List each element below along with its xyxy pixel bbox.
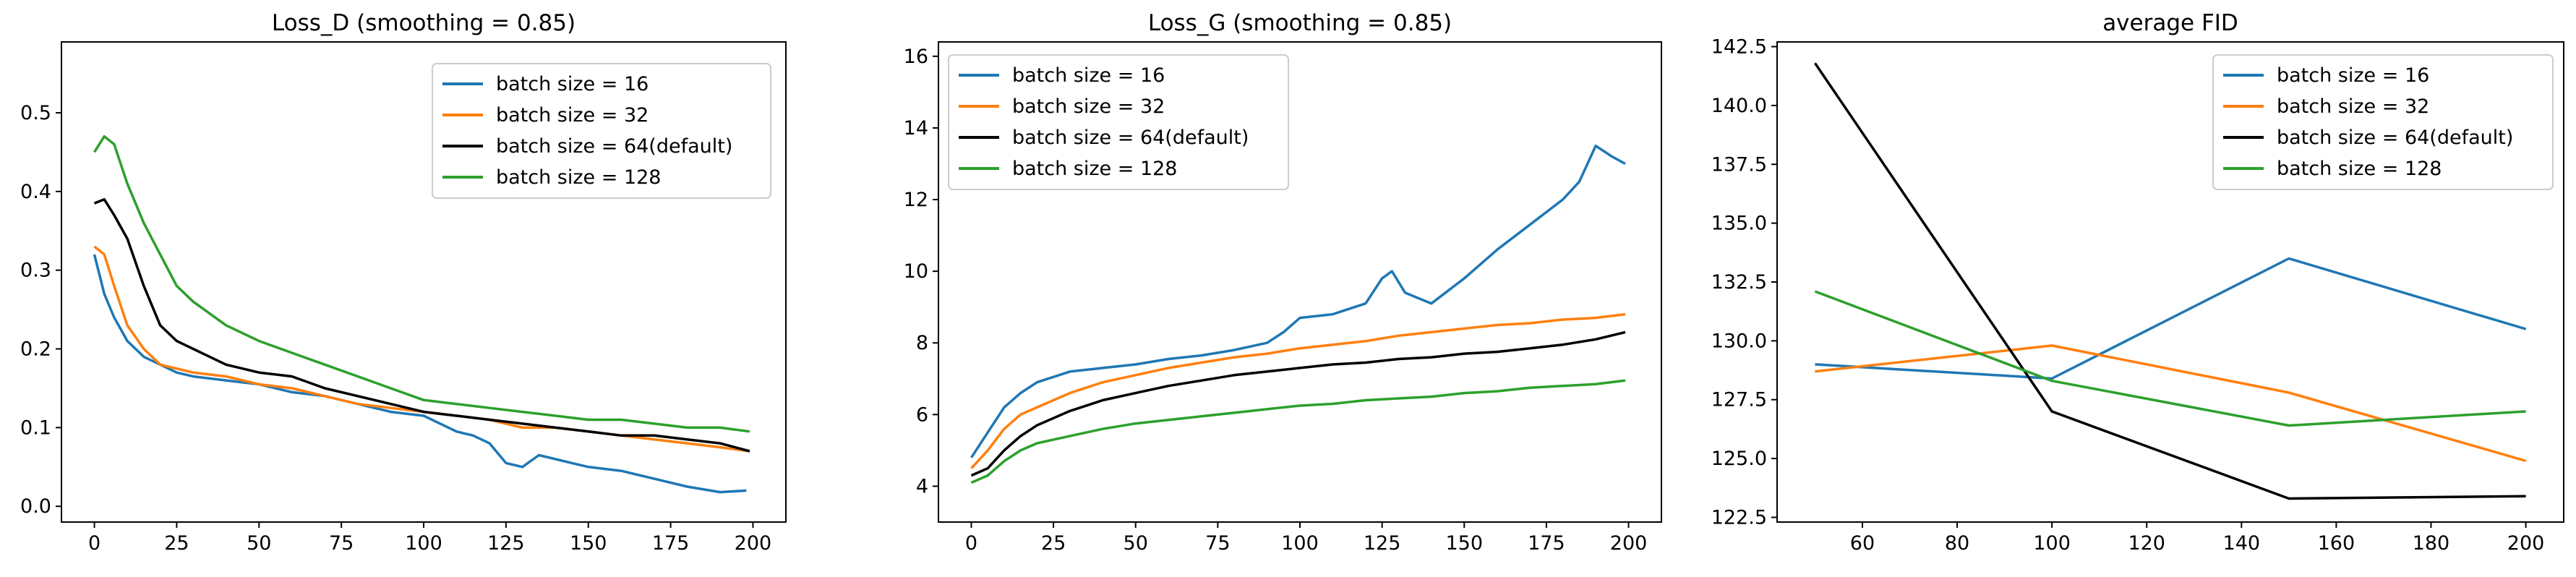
x-tick-label: 75 [329, 532, 354, 555]
legend: batch size = 16 batch size = 32 batch size… [948, 54, 1289, 190]
y-tick-label: 135.0 [1711, 213, 1767, 235]
y-tick-label: 4 [916, 475, 928, 497]
chart-2: Loss_G (smoothing = 0.85) 0 25 50 75 100 125 15… [904, 10, 1662, 555]
y-tick-label: 0.1 [20, 416, 51, 439]
series-line-bs64 [970, 330, 1626, 477]
y-tick-label: 0.3 [20, 260, 51, 282]
y-tick-label: 10 [904, 260, 928, 283]
legend-label: batch size = 128 [2277, 158, 2442, 180]
series-group [93, 134, 750, 494]
legend-label: batch size = 32 [1012, 95, 1165, 118]
legend-box [432, 63, 771, 199]
legend-label: batch size = 32 [2277, 95, 2429, 118]
y-tick-label: 132.5 [1711, 271, 1767, 294]
y-tick-label: 122.5 [1711, 506, 1767, 529]
x-tick-label: 50 [1124, 532, 1148, 555]
legend-label: batch size = 128 [1012, 158, 1178, 180]
y-tick-label: 8 [916, 332, 928, 354]
legend-label: batch size = 32 [496, 104, 649, 127]
legend-label: batch size = 16 [1012, 64, 1165, 87]
series-line-bs64 [93, 197, 750, 453]
chart-title: Loss_G (smoothing = 0.85) [1148, 10, 1452, 36]
x-tick-label: 100 [1281, 532, 1319, 555]
series-line-bs16 [970, 144, 1626, 458]
legend-label: batch size = 16 [496, 73, 649, 95]
y-tick-label: 0.2 [20, 338, 51, 361]
x-tick-label: 200 [2507, 532, 2545, 555]
y-tick-label: 137.5 [1711, 153, 1767, 176]
y-tick-label: 12 [904, 189, 928, 211]
y-tick-label: 127.5 [1711, 389, 1767, 411]
x-tick-label: 125 [487, 532, 525, 555]
series-line-bs32 [970, 312, 1626, 469]
x-tick-label: 175 [1528, 532, 1565, 555]
x-tick-label: 75 [1205, 532, 1230, 555]
series-group [970, 144, 1626, 484]
x-tick-label: 150 [1445, 532, 1483, 555]
chart-3: average FID 60 80 100 120 140 160 180 200 122.5 12… [1711, 10, 2564, 555]
legend-label: batch size = 128 [496, 166, 662, 189]
y-tick-label: 130.0 [1711, 330, 1767, 352]
y-tick-label: 125.0 [1711, 448, 1767, 470]
y-tick-label: 14 [904, 117, 928, 140]
x-tick-label: 200 [1610, 532, 1648, 555]
series-line-bs32 [1815, 344, 2527, 463]
y-tick-label: 6 [916, 403, 928, 426]
y-tick-label: 16 [904, 46, 928, 68]
x-tick-label: 60 [1850, 532, 1875, 555]
legend-label: batch size = 64(default) [496, 135, 732, 158]
y-tick-label: 0.5 [20, 102, 51, 124]
series-group [1813, 62, 2527, 500]
chart-title: Loss_D (smoothing = 0.85) [272, 10, 575, 36]
legend: batch size = 16 batch size = 32 batch size… [2212, 54, 2554, 190]
x-tick-label: 200 [735, 532, 772, 555]
series-line-bs64 [1813, 62, 2526, 500]
x-tick-label: 160 [2318, 532, 2355, 555]
x-tick-label: 180 [2413, 532, 2450, 555]
y-tick-label: 142.5 [1711, 36, 1767, 59]
series-line-bs128 [93, 134, 750, 433]
legend: batch size = 16 batch size = 32 batch size… [432, 63, 771, 199]
legend-box [2212, 54, 2554, 190]
x-tick-label: 0 [965, 532, 977, 555]
x-tick-label: 0 [88, 532, 100, 555]
y-tick-label: 0.4 [20, 181, 51, 203]
series-line-bs128 [1814, 290, 2526, 427]
x-tick-label: 150 [570, 532, 607, 555]
legend-label: batch size = 64(default) [1012, 127, 1249, 149]
x-tick-label: 100 [405, 532, 442, 555]
x-tick-label: 50 [247, 532, 271, 555]
legend-label: batch size = 16 [2277, 64, 2429, 87]
x-tick-label: 140 [2223, 532, 2261, 555]
x-tick-label: 100 [2033, 532, 2071, 555]
series-line-bs16 [1815, 257, 2527, 380]
x-tick-label: 25 [1041, 532, 1066, 555]
x-tick-label: 80 [1945, 532, 1969, 555]
chart-title: average FID [2102, 10, 2238, 36]
x-tick-label: 25 [164, 532, 189, 555]
chart-1: Loss_D (smoothing = 0.85) 0 25 50 75 100 125 15… [20, 10, 787, 555]
x-tick-label: 120 [2128, 532, 2165, 555]
legend-box [948, 54, 1289, 190]
y-tick-label: 140.0 [1711, 95, 1767, 117]
y-tick-label: 0.0 [20, 495, 51, 518]
series-line-bs128 [970, 379, 1626, 484]
x-tick-label: 125 [1364, 532, 1401, 555]
x-tick-label: 175 [652, 532, 690, 555]
legend-label: batch size = 64(default) [2277, 127, 2513, 149]
